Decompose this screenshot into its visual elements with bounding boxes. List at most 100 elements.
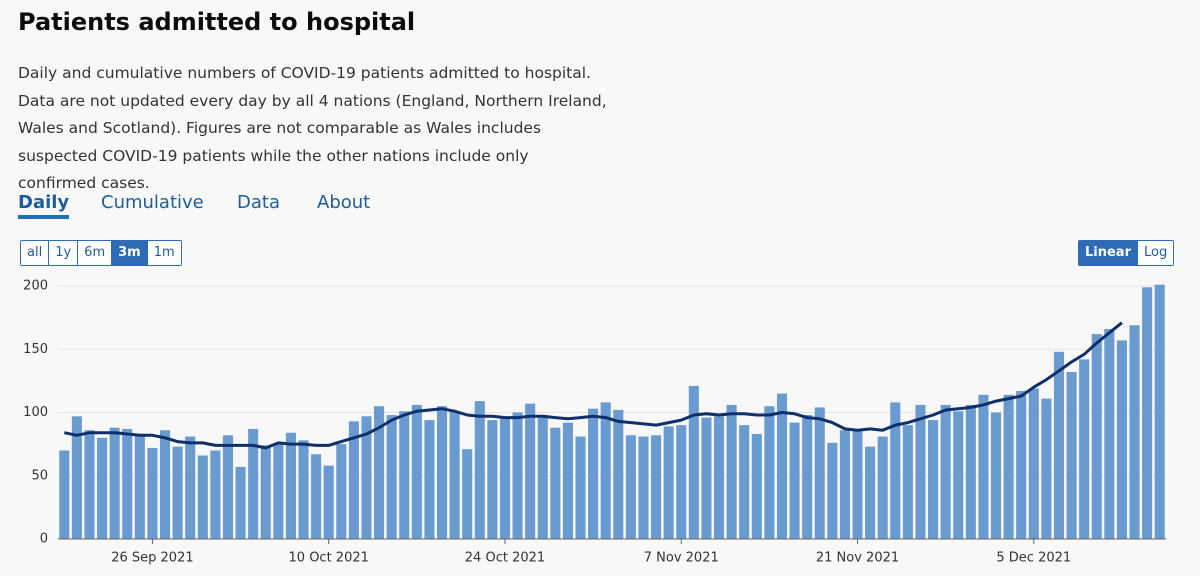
bar bbox=[915, 404, 926, 539]
bar bbox=[588, 408, 599, 539]
range-button[interactable]: 1y bbox=[49, 241, 79, 265]
bar bbox=[210, 450, 221, 539]
bar bbox=[802, 415, 813, 539]
range-button[interactable]: all bbox=[21, 241, 50, 265]
bar bbox=[902, 425, 913, 539]
scale-buttons: Linear Log bbox=[1078, 240, 1175, 266]
bar bbox=[990, 412, 1002, 539]
range-button[interactable]: 6m bbox=[78, 241, 113, 265]
bar bbox=[424, 420, 435, 539]
x-tick-label: 10 Oct 2021 bbox=[289, 551, 369, 566]
y-tick-label: 150 bbox=[23, 342, 48, 357]
bar bbox=[562, 422, 573, 539]
x-tick-label: 26 Sep 2021 bbox=[111, 551, 193, 566]
bar bbox=[940, 404, 951, 539]
bar bbox=[298, 440, 309, 539]
bar bbox=[185, 436, 196, 539]
x-tick-label: 7 Nov 2021 bbox=[644, 551, 719, 566]
y-tick-label: 50 bbox=[31, 468, 48, 483]
bar bbox=[474, 401, 485, 539]
range-button[interactable]: 3m bbox=[112, 241, 148, 265]
bar bbox=[789, 422, 800, 539]
bar bbox=[323, 465, 334, 539]
bar bbox=[839, 430, 850, 539]
bar bbox=[1154, 284, 1165, 539]
y-tick-label: 100 bbox=[23, 405, 48, 420]
bar bbox=[1066, 372, 1077, 539]
bar bbox=[1016, 390, 1027, 539]
range-buttons: all 1y 6m 3m 1m bbox=[20, 240, 182, 266]
bar bbox=[147, 447, 158, 539]
bar bbox=[273, 444, 284, 539]
bar bbox=[159, 430, 171, 539]
bar bbox=[537, 415, 548, 539]
tab[interactable]: Daily bbox=[18, 192, 70, 219]
bar bbox=[1116, 340, 1127, 539]
bar bbox=[638, 436, 649, 539]
bar bbox=[625, 435, 636, 539]
range-button[interactable]: 1m bbox=[147, 241, 181, 265]
page-title: Patients admitted to hospital bbox=[18, 8, 416, 36]
bar bbox=[776, 393, 788, 539]
bar bbox=[1003, 394, 1014, 539]
bar bbox=[651, 435, 662, 539]
bar bbox=[739, 425, 750, 539]
bar bbox=[877, 436, 888, 539]
tab[interactable]: Data bbox=[237, 192, 280, 213]
average-line bbox=[63, 321, 1123, 450]
x-tick-label: 5 Dec 2021 bbox=[996, 551, 1071, 566]
bar bbox=[487, 420, 498, 539]
bar bbox=[311, 454, 322, 539]
bar bbox=[550, 427, 561, 539]
bar bbox=[134, 435, 145, 539]
bar bbox=[122, 428, 133, 539]
scale-button[interactable]: Log bbox=[1138, 241, 1174, 265]
bar bbox=[386, 415, 397, 539]
bar bbox=[726, 404, 737, 539]
bar bbox=[285, 432, 296, 539]
bar bbox=[1041, 398, 1052, 539]
bar bbox=[827, 442, 838, 539]
x-tick-label: 21 Nov 2021 bbox=[816, 551, 899, 566]
bar bbox=[97, 437, 108, 539]
bar bbox=[374, 406, 385, 539]
bar bbox=[59, 450, 70, 539]
y-tick-label: 0 bbox=[40, 532, 48, 547]
bar bbox=[84, 430, 95, 539]
description: Daily and cumulative numbers of COVID-19… bbox=[18, 64, 607, 193]
bar bbox=[348, 421, 359, 539]
bar bbox=[336, 444, 347, 539]
scale-button[interactable]: Linear bbox=[1079, 241, 1138, 265]
bar bbox=[436, 406, 448, 539]
bar bbox=[109, 427, 120, 539]
bar bbox=[928, 420, 939, 539]
bar bbox=[197, 455, 208, 539]
bar bbox=[663, 426, 674, 539]
bar bbox=[1079, 359, 1090, 539]
bar bbox=[512, 412, 523, 539]
bar bbox=[701, 417, 712, 539]
bar bbox=[965, 404, 976, 539]
bar bbox=[1053, 351, 1065, 539]
bar bbox=[361, 416, 372, 539]
bar bbox=[814, 407, 825, 539]
bar bbox=[600, 402, 611, 539]
tab[interactable]: About bbox=[317, 192, 371, 213]
bar bbox=[411, 404, 422, 539]
bar bbox=[764, 406, 775, 539]
bar bbox=[1028, 388, 1039, 539]
bar bbox=[235, 466, 246, 539]
bar bbox=[953, 411, 964, 539]
bar bbox=[713, 416, 725, 539]
bar bbox=[1142, 287, 1153, 539]
bar bbox=[462, 449, 473, 539]
bar bbox=[1091, 334, 1102, 539]
tab[interactable]: Cumulative bbox=[101, 192, 204, 213]
bar bbox=[751, 434, 762, 539]
bar bbox=[260, 445, 271, 539]
bar bbox=[499, 417, 511, 539]
bar bbox=[688, 385, 699, 539]
bar bbox=[1104, 329, 1115, 539]
